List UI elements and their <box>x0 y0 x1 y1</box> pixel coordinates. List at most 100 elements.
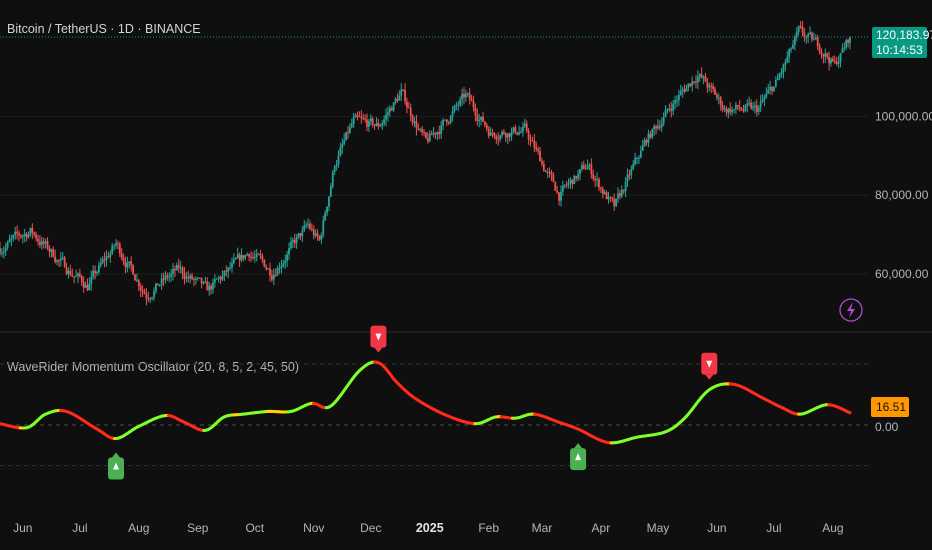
buy-signal-pointer <box>574 443 583 449</box>
candle-body <box>286 254 289 261</box>
candle-body <box>693 81 695 83</box>
candle-body <box>31 227 34 233</box>
candle-body <box>831 58 834 61</box>
candle-body <box>425 132 427 138</box>
candle-body <box>544 170 547 173</box>
candle-body <box>653 126 656 130</box>
candle-body <box>147 298 150 300</box>
candle-body <box>759 101 762 108</box>
candle-body <box>619 193 621 197</box>
time-tick-label: Aug <box>822 521 843 535</box>
candle-body <box>293 239 296 244</box>
candle-body <box>276 268 279 276</box>
candle-body <box>691 81 694 86</box>
candle-body <box>503 131 505 134</box>
symbol-title[interactable]: Bitcoin / TetherUS · 1D · BINANCE <box>7 22 201 36</box>
candle-body <box>634 157 637 165</box>
candle-body <box>406 101 408 108</box>
candle-body <box>426 137 429 142</box>
time-tick-label: Oct <box>245 521 264 535</box>
buy-signal-pointer <box>111 452 120 458</box>
candle-body <box>113 245 115 247</box>
candle-body <box>599 187 602 189</box>
candle-body <box>695 81 697 83</box>
candle-body <box>29 227 32 235</box>
time-tick-label: Jun <box>13 521 32 535</box>
candle-body <box>67 270 70 274</box>
candle-body <box>12 235 15 238</box>
candle-body <box>773 86 775 92</box>
candle-body <box>457 104 460 106</box>
candle-body <box>404 90 406 102</box>
candle-body <box>607 196 610 200</box>
indicator-title[interactable]: WaveRider Momentum Oscillator (20, 8, 5,… <box>7 360 299 374</box>
time-axis[interactable]: Jun Jul Aug Sep Oct Nov Dec 2025 Feb Mar Apr May Jun… <box>13 521 843 535</box>
candle-body <box>269 268 271 276</box>
candle-body <box>472 101 475 108</box>
candle-body <box>48 247 51 252</box>
candle-body <box>274 275 277 277</box>
candle-body <box>647 133 650 143</box>
candle-body <box>136 280 138 282</box>
candle-body <box>326 206 328 213</box>
candle-body <box>843 47 846 49</box>
candle-body <box>310 228 313 230</box>
candle-body <box>542 163 545 171</box>
candle-body <box>388 108 391 113</box>
candle-body <box>240 255 243 261</box>
candle-body <box>700 74 703 78</box>
candle-body <box>447 122 450 124</box>
candle-body <box>533 140 536 148</box>
candle-body <box>558 192 560 201</box>
price-tick-label: 80,000.00 <box>875 188 929 202</box>
time-tick-label: Sep <box>187 521 209 535</box>
candle-body <box>792 44 794 49</box>
candle-body <box>717 97 720 99</box>
candle-body <box>643 140 646 146</box>
candle-body <box>396 98 399 101</box>
candle-body <box>430 134 433 136</box>
candle-body <box>42 241 45 244</box>
candle-body <box>122 258 125 263</box>
candle-body <box>170 273 173 277</box>
flash-icon[interactable] <box>839 298 863 322</box>
candle-body <box>797 26 800 32</box>
candle-body <box>362 117 365 119</box>
time-tick-label: Jun <box>707 521 726 535</box>
candle-body <box>126 263 129 268</box>
candle-body <box>560 191 562 201</box>
candle-body <box>436 132 439 135</box>
candle-body <box>468 93 471 100</box>
candle-body <box>130 261 133 266</box>
candle-body <box>501 131 503 136</box>
candle-body <box>466 93 469 95</box>
candle-body <box>244 255 247 259</box>
candle-body <box>801 26 804 33</box>
candle-body <box>333 166 336 172</box>
candle-body <box>407 107 410 109</box>
candle-body <box>630 169 633 175</box>
candle-body <box>303 225 306 231</box>
candle-body <box>118 244 121 254</box>
candle-body <box>360 117 363 119</box>
candle-body <box>77 273 79 277</box>
candle-body <box>535 147 538 150</box>
candle-body <box>339 147 342 156</box>
candle-body <box>213 279 216 283</box>
candle-body <box>733 109 735 111</box>
time-tick-label: Jul <box>72 521 87 535</box>
candle-body <box>223 270 226 277</box>
candle-body <box>552 174 555 182</box>
oscillator-segment <box>846 410 852 415</box>
candle-body <box>434 132 437 135</box>
candle-body <box>510 132 513 137</box>
candle-body <box>50 249 53 252</box>
candle-body <box>556 190 559 193</box>
price-y-axis[interactable]: 100,000.00 80,000.00 60,000.00 <box>875 109 932 280</box>
candle-body <box>715 94 718 98</box>
candle-body <box>299 233 302 237</box>
candle-body <box>153 291 155 298</box>
candle-body <box>2 251 5 254</box>
candle-body <box>253 257 256 259</box>
